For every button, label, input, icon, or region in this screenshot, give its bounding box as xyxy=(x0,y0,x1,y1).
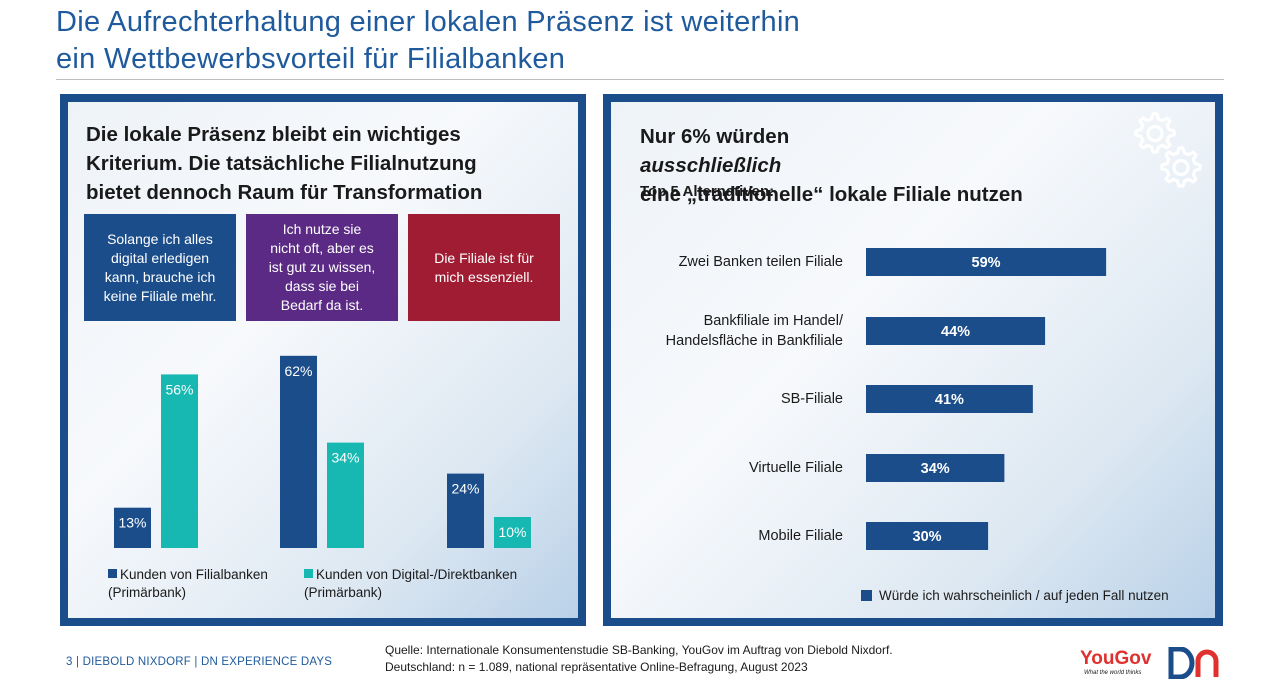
data-label: 41% xyxy=(935,392,964,408)
left-panel-heading: Die lokale Präsenz bleibt ein wichtiges … xyxy=(86,120,576,207)
page-title-line-2: ein Wettbewerbsvorteil für Filialbanken xyxy=(56,43,566,75)
vertical-bar-chart: 13% 62% 24% 56% 34% 10% xyxy=(114,355,531,548)
quote-line: Solange ich alles xyxy=(107,230,213,247)
left-heading-line-2: Kriterium. Die tatsächliche Filialnutzun… xyxy=(86,152,477,175)
dn-logo xyxy=(1168,647,1219,679)
category-label: Bankfiliale im Handel/Handelsfläche in B… xyxy=(666,311,843,351)
quote-line: kann, brauche ich xyxy=(104,268,216,285)
bar-filialbanken-3 xyxy=(447,473,484,548)
quote-box-occasional: Ich nutze sie nicht oft, aber es ist gut… xyxy=(246,214,398,321)
legend-label: Kunden von Digital-/Direktbanken xyxy=(316,567,518,582)
bar-direktbanken-3 xyxy=(494,517,531,548)
bar-filialbanken-1 xyxy=(114,507,151,548)
hbar-1 xyxy=(866,248,1107,276)
title-divider xyxy=(56,79,1224,80)
category-label: SB-Filiale xyxy=(781,389,843,409)
category-label: Mobile Filiale xyxy=(758,526,843,546)
horizontal-bar-chart: 59% 44% 41% 34% 30% xyxy=(866,248,1107,550)
left-panel: Die lokale Präsenz bleibt ein wichtiges … xyxy=(60,94,586,626)
data-label: 24% xyxy=(451,481,479,497)
data-label: 34% xyxy=(331,450,359,466)
category-label: Virtuelle Filiale xyxy=(749,458,843,478)
quote-line: nicht oft, aber es xyxy=(270,240,374,256)
right-heading-emphasis: ausschließlich xyxy=(640,154,782,177)
category-label-line: Bankfiliale im Handel/ xyxy=(703,313,843,329)
left-heading-line-3: bietet dennoch Raum für Transformation xyxy=(86,181,483,204)
quote-line: mich essenziell. xyxy=(434,268,534,285)
yougov-tagline: What the world thinks xyxy=(1084,670,1142,676)
quote-line: digital erledigen xyxy=(110,249,210,266)
quote-line: Die Filiale ist für xyxy=(434,249,534,266)
right-panel-heading: Nur 6% würden ausschließlich eine „tradi… xyxy=(640,122,1023,209)
hbar-3 xyxy=(866,385,1033,413)
bar-filialbanken-2 xyxy=(280,355,317,548)
data-label: 34% xyxy=(921,461,950,477)
data-label: 30% xyxy=(913,529,942,545)
page-title: Die Aufrechterhaltung einer lokalen Präs… xyxy=(56,4,1236,78)
right-panel: Nur 6% würden ausschließlich eine „tradi… xyxy=(603,94,1223,626)
data-label: 62% xyxy=(284,363,312,379)
data-label: 13% xyxy=(118,515,146,531)
category-label-line: Handelsfläche in Bankfiliale xyxy=(665,333,843,349)
data-label: 10% xyxy=(498,524,526,540)
quote-line: dass sie bei xyxy=(285,278,359,294)
data-label: 56% xyxy=(165,381,193,397)
gears-icon xyxy=(1134,112,1202,188)
bar-direktbanken-1 xyxy=(161,374,198,548)
category-label-line: Mobile Filiale xyxy=(758,528,843,544)
right-panel-subheading: Top 5 Alternativen: xyxy=(640,183,775,200)
left-heading-line-1: Die lokale Präsenz bleibt ein wichtiges xyxy=(86,123,461,146)
quote-line: keine Filiale mehr. xyxy=(103,287,217,304)
data-label: 44% xyxy=(941,324,970,340)
page-title-line-1: Die Aufrechterhaltung einer lokalen Präs… xyxy=(56,6,801,38)
source-note: Quelle: Internationale Konsumentenstudie… xyxy=(385,642,893,676)
footer-page-info: 3 | DIEBOLD NIXDORF | DN EXPERIENCE DAYS xyxy=(66,656,333,668)
legend-label: Würde ich wahrscheinlich / auf jeden Fal… xyxy=(879,588,1169,603)
quote-line: ist gut zu wissen, xyxy=(268,259,376,275)
quote-line: Bedarf da ist. xyxy=(280,297,364,313)
category-label: Zwei Banken teilen Filiale xyxy=(679,252,843,272)
hbar-5 xyxy=(866,522,989,550)
legend-swatch xyxy=(108,569,117,578)
quote-line: Ich nutze sie xyxy=(282,221,362,237)
category-label-line: SB-Filiale xyxy=(780,391,843,407)
data-label: 59% xyxy=(972,255,1001,271)
legend-swatch xyxy=(304,569,313,578)
quote-box-digital: Solange ich alles digital erledigen kann… xyxy=(84,214,236,321)
hbar-2 xyxy=(866,317,1046,345)
legend-swatch xyxy=(861,590,872,601)
quote-box-essential: Die Filiale ist für mich essenziell. xyxy=(408,214,560,321)
right-legend: Würde ich wahrscheinlich / auf jeden Fal… xyxy=(861,588,1169,603)
right-heading-line-2: eine „traditionelle“ lokale Filiale nutz… xyxy=(640,183,1023,206)
legend-label-sub: (Primärbank) xyxy=(108,585,187,600)
bar-direktbanken-2 xyxy=(327,442,364,548)
legend-item-direktbanken: Kunden von Digital-/Direktbanken (Primär… xyxy=(304,566,517,602)
source-line-2: Deutschland: n = 1.089, national repräse… xyxy=(385,660,808,674)
hbar-4 xyxy=(866,454,1005,482)
legend-label-sub: (Primärbank) xyxy=(304,585,383,600)
source-line-1: Quelle: Internationale Konsumentenstudie… xyxy=(385,643,893,657)
category-label-line: Zwei Banken teilen Filiale xyxy=(678,254,843,270)
category-label-line: Virtuelle Filiale xyxy=(748,460,843,476)
legend-label: Kunden von Filialbanken xyxy=(120,567,268,582)
legend-item-filialbanken: Kunden von Filialbanken (Primärbank) xyxy=(108,566,268,602)
right-heading-line-1: Nur 6% würden ausschließlich xyxy=(640,122,1023,180)
yougov-logo: YouGov xyxy=(1080,648,1152,669)
right-heading-prefix: Nur 6% würden xyxy=(640,125,790,148)
